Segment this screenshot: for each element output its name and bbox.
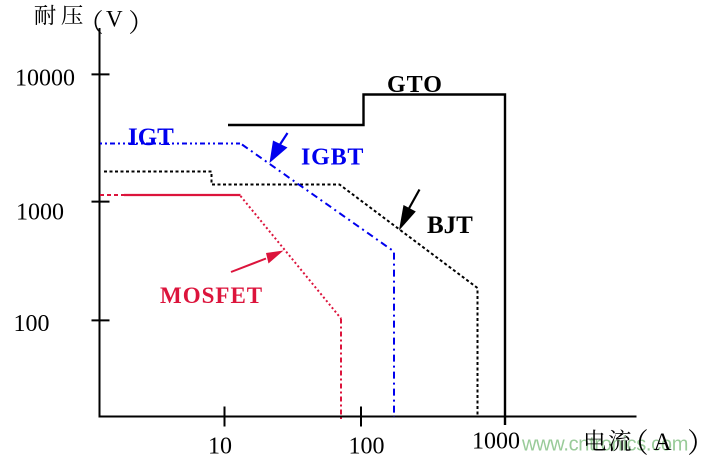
svg-text:10000: 10000 [15, 66, 75, 92]
svg-text:IGT: IGT [128, 124, 174, 151]
svg-text:BJT: BJT [427, 212, 473, 239]
svg-text:100: 100 [349, 434, 385, 457]
svg-text:V: V [106, 7, 123, 32]
svg-text:10: 10 [208, 434, 232, 457]
svg-text:A: A [654, 429, 672, 456]
svg-text:www.cntronics.com: www.cntronics.com [521, 434, 688, 456]
svg-text:100: 100 [14, 311, 50, 337]
svg-text:MOSFET: MOSFET [160, 283, 263, 308]
svg-text:1000: 1000 [16, 200, 64, 226]
svg-text:GTO: GTO [387, 72, 443, 98]
svg-text:IGBT: IGBT [301, 145, 364, 171]
svg-text:1000: 1000 [472, 429, 520, 455]
